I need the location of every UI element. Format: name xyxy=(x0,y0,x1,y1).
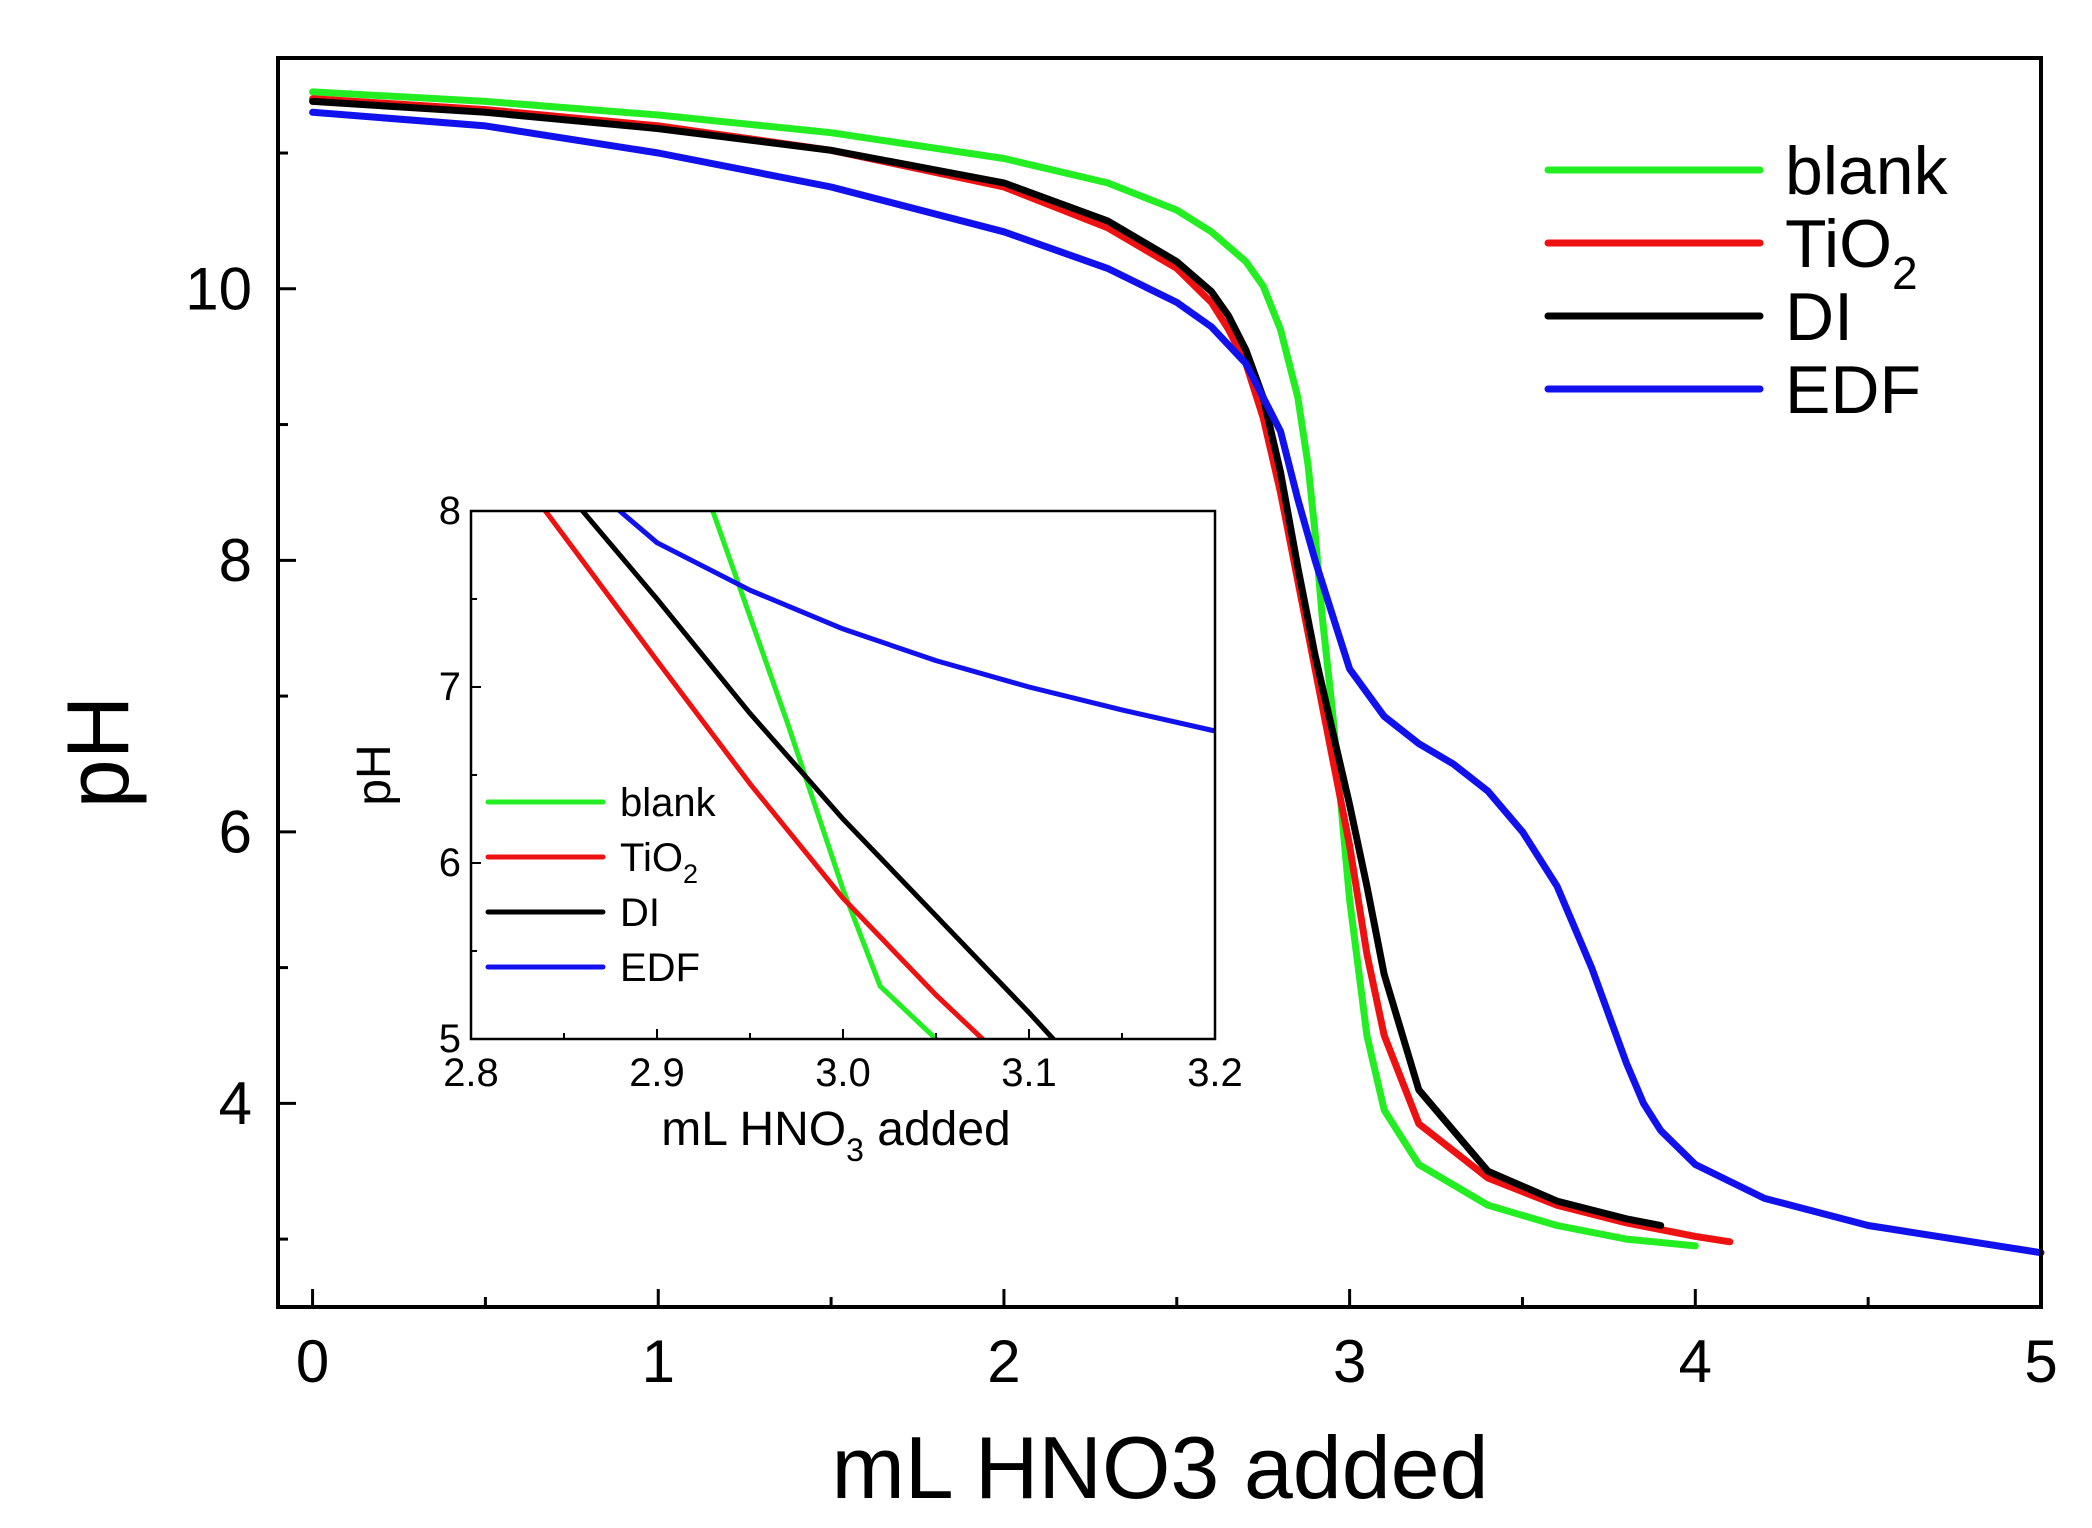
inset-series-layer xyxy=(542,511,1215,1039)
inset-x-tick-label: 2.9 xyxy=(629,1051,685,1095)
inset-series-line-blank xyxy=(710,511,939,1039)
inset-plot: 2.8 2.9 3.0 3.1 3.2 5 6 7 8 mL HNO3 added pH bla… xyxy=(348,489,1243,1168)
main-legend-label-edf: EDF xyxy=(1785,352,1921,428)
inset-x-axis-title-tail: added xyxy=(864,1103,1011,1156)
inset-x-axis-title: mL HNO3 added xyxy=(661,1103,1011,1168)
inset-x-tick-label: 3.0 xyxy=(815,1051,871,1095)
inset-legend-label-tio2: TiO2 xyxy=(620,836,698,889)
inset-series-line-edf xyxy=(617,511,1215,734)
main-axes-layer: 0 1 2 3 4 5 4 6 8 10 xyxy=(185,151,2058,1395)
main-series-layer xyxy=(309,88,2045,1257)
main-y-tick-label: 10 xyxy=(185,255,252,322)
inset-x-axis-title-main: mL HNO xyxy=(661,1103,846,1156)
inset-axes-layer: 2.8 2.9 3.0 3.1 3.2 5 6 7 8 xyxy=(439,489,1243,1095)
inset-y-tick-label: 5 xyxy=(439,1017,461,1061)
main-x-tick-label: 0 xyxy=(296,1328,329,1395)
inset-y-axis-title: pH xyxy=(348,744,401,805)
main-series-line-edf xyxy=(309,108,2045,1257)
inset-y-tick-label: 7 xyxy=(439,665,461,709)
main-plot-frame xyxy=(276,56,2043,1309)
inset-legend-label-edf: EDF xyxy=(620,946,700,990)
main-legend-label-tio2: TiO2 xyxy=(1785,206,1918,299)
inset-x-axis-title-subscript: 3 xyxy=(846,1132,864,1168)
main-y-tick-label: 4 xyxy=(219,1070,252,1137)
main-y-tick-label: 6 xyxy=(219,798,252,865)
main-legend-label-blank: blank xyxy=(1785,133,1949,209)
main-legend-label-di: DI xyxy=(1785,279,1853,355)
main-x-tick-label: 3 xyxy=(1333,1328,1366,1395)
main-x-tick-label: 5 xyxy=(2024,1328,2057,1395)
main-x-axis-title: mL HNO3 added xyxy=(831,1418,1488,1517)
inset-y-tick-label: 6 xyxy=(439,841,461,885)
inset-x-tick-label: 3.1 xyxy=(1001,1051,1057,1095)
inset-legend-label-blank: blank xyxy=(620,781,717,825)
inset-legend-label-di: DI xyxy=(620,891,660,935)
main-y-tick-label: 8 xyxy=(219,527,252,594)
main-series-line-blank xyxy=(309,88,1699,1250)
inset-y-tick-label: 8 xyxy=(439,489,461,533)
main-x-tick-label: 2 xyxy=(987,1328,1020,1395)
inset-x-tick-label: 2.8 xyxy=(443,1051,499,1095)
main-y-axis-title: pH xyxy=(48,696,147,809)
main-x-tick-label: 4 xyxy=(1679,1328,1712,1395)
inset-series-line-di xyxy=(580,511,1056,1039)
main-series-line-di xyxy=(309,97,1665,1229)
inset-series-line-tio2 xyxy=(542,511,985,1039)
inset-background xyxy=(471,511,1215,1039)
main-x-tick-label: 1 xyxy=(642,1328,675,1395)
inset-x-tick-label: 3.2 xyxy=(1187,1051,1243,1095)
